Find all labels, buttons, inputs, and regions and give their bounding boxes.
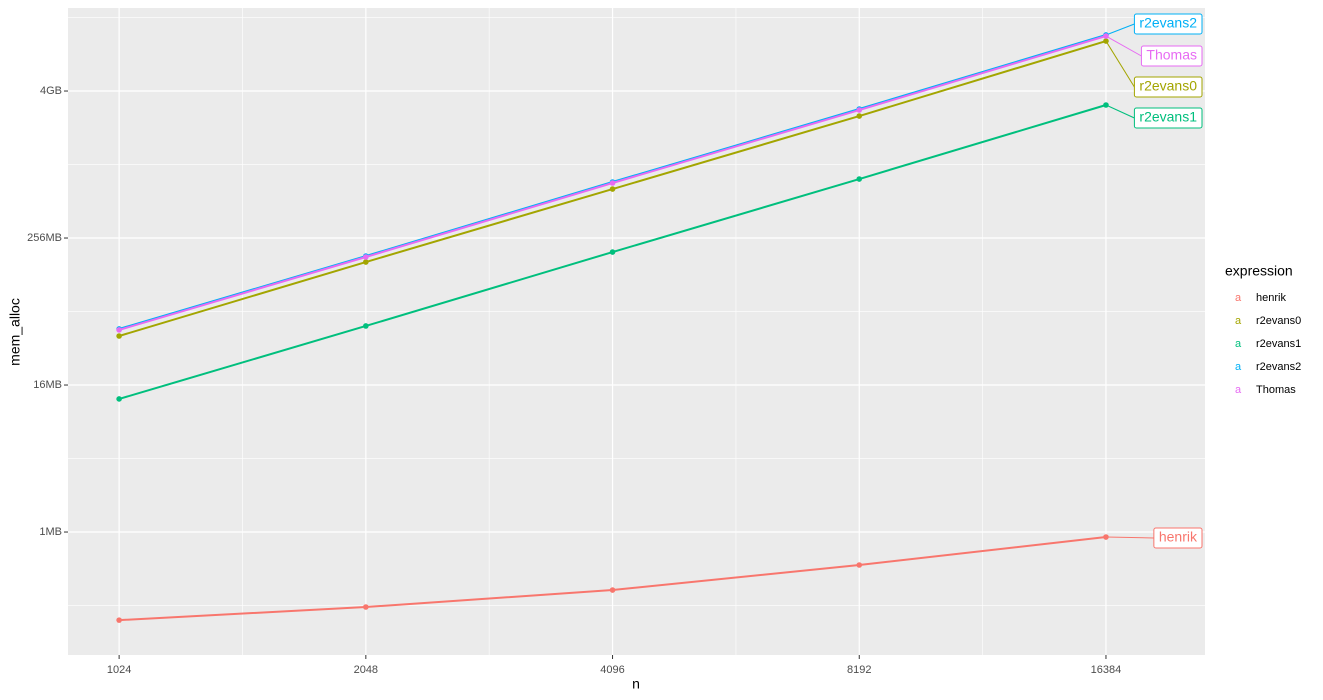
panel-background (68, 8, 1205, 655)
end-label-box (1133, 13, 1203, 35)
end-label: r2evans0 (1133, 76, 1203, 98)
point (363, 323, 369, 329)
end-label-connector (1105, 35, 1142, 57)
y-tick-label: 1MB (39, 526, 62, 538)
end-label-text: Thomas (1146, 47, 1197, 63)
end-label-box (1133, 107, 1203, 129)
end-label-connector (1105, 23, 1135, 36)
end-label: Thomas (1140, 45, 1203, 67)
x-tick-label: 1024 (107, 664, 131, 676)
point (116, 396, 122, 402)
y-axis-title: mem_alloc (7, 298, 23, 366)
legend-label: r2evans0 (1256, 315, 1301, 327)
point (363, 254, 369, 260)
legend-label: Thomas (1256, 384, 1296, 396)
end-label-box (1133, 76, 1203, 98)
x-axis-title: n (632, 676, 640, 692)
point (856, 113, 863, 119)
end-label: r2evans1 (1133, 107, 1203, 129)
point (363, 259, 369, 265)
legend-label: henrik (1256, 292, 1286, 304)
legend-key: a (1235, 384, 1242, 396)
legend-label: r2evans2 (1256, 361, 1301, 373)
y-tick-label: 16MB (33, 379, 62, 391)
point (1103, 102, 1109, 108)
legend-key: a (1235, 292, 1242, 304)
point (363, 604, 369, 610)
y-tick-label: 256MB (27, 232, 62, 244)
point (609, 249, 616, 255)
end-label-text: r2evans0 (1139, 78, 1197, 94)
legend-label: r2evans1 (1256, 338, 1301, 350)
x-tick-label: 2048 (354, 664, 378, 676)
legend-title: expression (1225, 263, 1293, 279)
legend-key: a (1235, 361, 1242, 373)
end-label-text: henrik (1159, 529, 1198, 545)
point (856, 107, 863, 113)
end-label-connector (1105, 104, 1135, 119)
end-label-box (1140, 45, 1203, 67)
end-label-text: r2evans1 (1139, 109, 1197, 125)
point (856, 562, 863, 568)
point (609, 186, 616, 192)
x-tick-label: 8192 (847, 664, 871, 676)
end-label: r2evans2 (1133, 13, 1203, 35)
x-tick-label: 16384 (1091, 664, 1122, 676)
legend-key: a (1235, 338, 1242, 350)
point (116, 327, 122, 333)
point (116, 333, 122, 339)
legend-key: a (1235, 315, 1242, 327)
end-label: henrik (1153, 527, 1203, 549)
y-tick-label: 4GB (40, 85, 62, 97)
point (609, 180, 616, 186)
end-label-connector (1105, 536, 1154, 539)
end-label-box (1153, 527, 1203, 549)
end-label-connector (1105, 40, 1135, 88)
x-tick-label: 4096 (600, 664, 624, 676)
point (116, 617, 122, 623)
point (856, 176, 863, 182)
end-label-text: r2evans2 (1139, 15, 1197, 31)
point (609, 587, 616, 593)
